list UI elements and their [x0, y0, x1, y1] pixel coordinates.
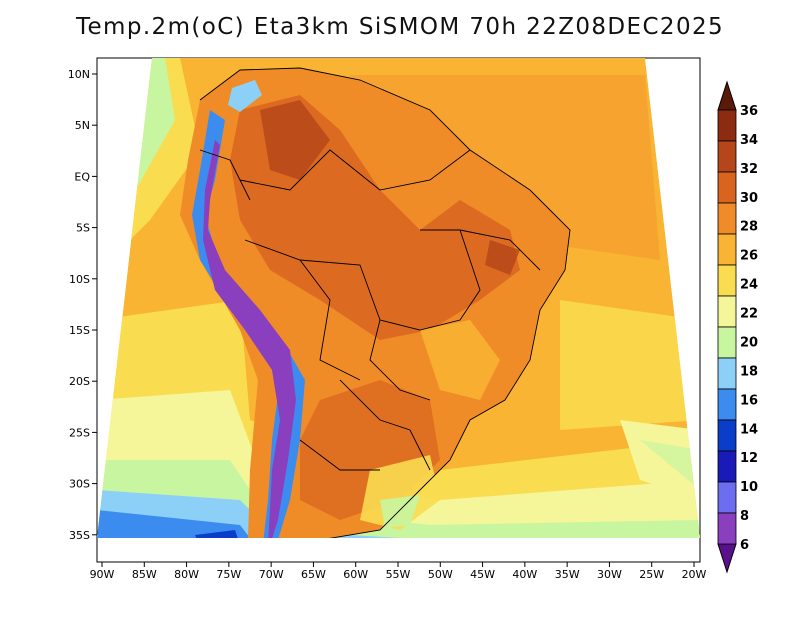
latitude-labels: 10N 5N EQ 5S 10S 15S 20S 25S 30S 35S — [68, 68, 97, 542]
lat-label: 30S — [69, 478, 90, 491]
lon-label: 25W — [639, 568, 664, 581]
colorbar-label: 12 — [740, 451, 758, 466]
lat-label: 5S — [76, 222, 90, 235]
lon-label: 55W — [386, 568, 411, 581]
longitude-labels: 90W 85W 80W 75W 70W 65W 60W 55W 50W 45W 40W 35W 30W 2… — [90, 562, 707, 581]
lon-label: 35W — [555, 568, 580, 581]
lon-label: 80W — [174, 568, 199, 581]
lon-label: 75W — [216, 568, 241, 581]
lat-label: EQ — [74, 170, 90, 183]
colorbar-label: 32 — [740, 162, 758, 177]
colorbar-box — [717, 419, 737, 452]
colorbar-label: 28 — [740, 220, 758, 235]
colorbar-box — [717, 357, 737, 390]
colorbar-label: 36 — [740, 104, 758, 119]
lon-label: 90W — [90, 568, 115, 581]
colorbar-box — [717, 109, 737, 142]
colorbar-label: 34 — [740, 133, 758, 148]
lat-label: 15S — [69, 324, 90, 337]
lon-label: 85W — [132, 568, 157, 581]
colorbar-label: 20 — [740, 335, 758, 350]
lat-label: 5N — [75, 119, 90, 132]
lat-label: 10S — [69, 273, 90, 286]
colorbar-max-arrow — [717, 80, 737, 111]
colorbar-label: 24 — [740, 278, 758, 293]
colorbar-box — [717, 481, 737, 514]
lat-label: 35S — [69, 529, 90, 542]
lon-label: 50W — [428, 568, 453, 581]
lon-label: 20W — [682, 568, 707, 581]
colorbar-box — [717, 388, 737, 421]
lat-label: 20S — [69, 375, 90, 388]
lon-label: 60W — [343, 568, 368, 581]
colorbar-label: 16 — [740, 393, 758, 408]
map-title: Temp.2m(oC) Eta3km SiSMOM 70h 22Z08DEC20… — [75, 14, 725, 40]
lon-label: 70W — [259, 568, 284, 581]
south-america-land — [180, 68, 570, 538]
lon-label: 40W — [512, 568, 537, 581]
colorbar-label: 8 — [740, 509, 749, 524]
colorbar-box — [717, 512, 737, 545]
lat-label: 25S — [69, 426, 90, 439]
colorbar-box — [717, 450, 737, 483]
colorbar-label: 26 — [740, 249, 758, 264]
colorbar-box — [717, 171, 737, 204]
country-borders — [199, 67, 571, 538]
colorbar-box — [717, 202, 737, 235]
lon-label: 30W — [597, 568, 622, 581]
colorbar-box — [717, 264, 737, 297]
colorbar-box — [717, 295, 737, 328]
colorbar-label: 10 — [740, 480, 758, 495]
colorbar-min-arrow — [717, 543, 737, 574]
lon-label: 65W — [301, 568, 326, 581]
colorbar-label: 14 — [740, 422, 758, 437]
colorbar-box — [717, 233, 737, 266]
lat-label: 10N — [68, 68, 90, 81]
colorbar-label: 18 — [740, 364, 758, 379]
lon-label: 45W — [470, 568, 495, 581]
colorbar-box — [717, 140, 737, 173]
colorbar: 6 8 10 12 14 16 18 20 22 24 26 28 30 32 34 36 — [717, 80, 758, 574]
colorbar-label: 22 — [740, 307, 758, 322]
colorbar-label: 6 — [740, 538, 749, 553]
colorbar-label: 30 — [740, 191, 758, 206]
colorbar-box — [717, 326, 737, 359]
